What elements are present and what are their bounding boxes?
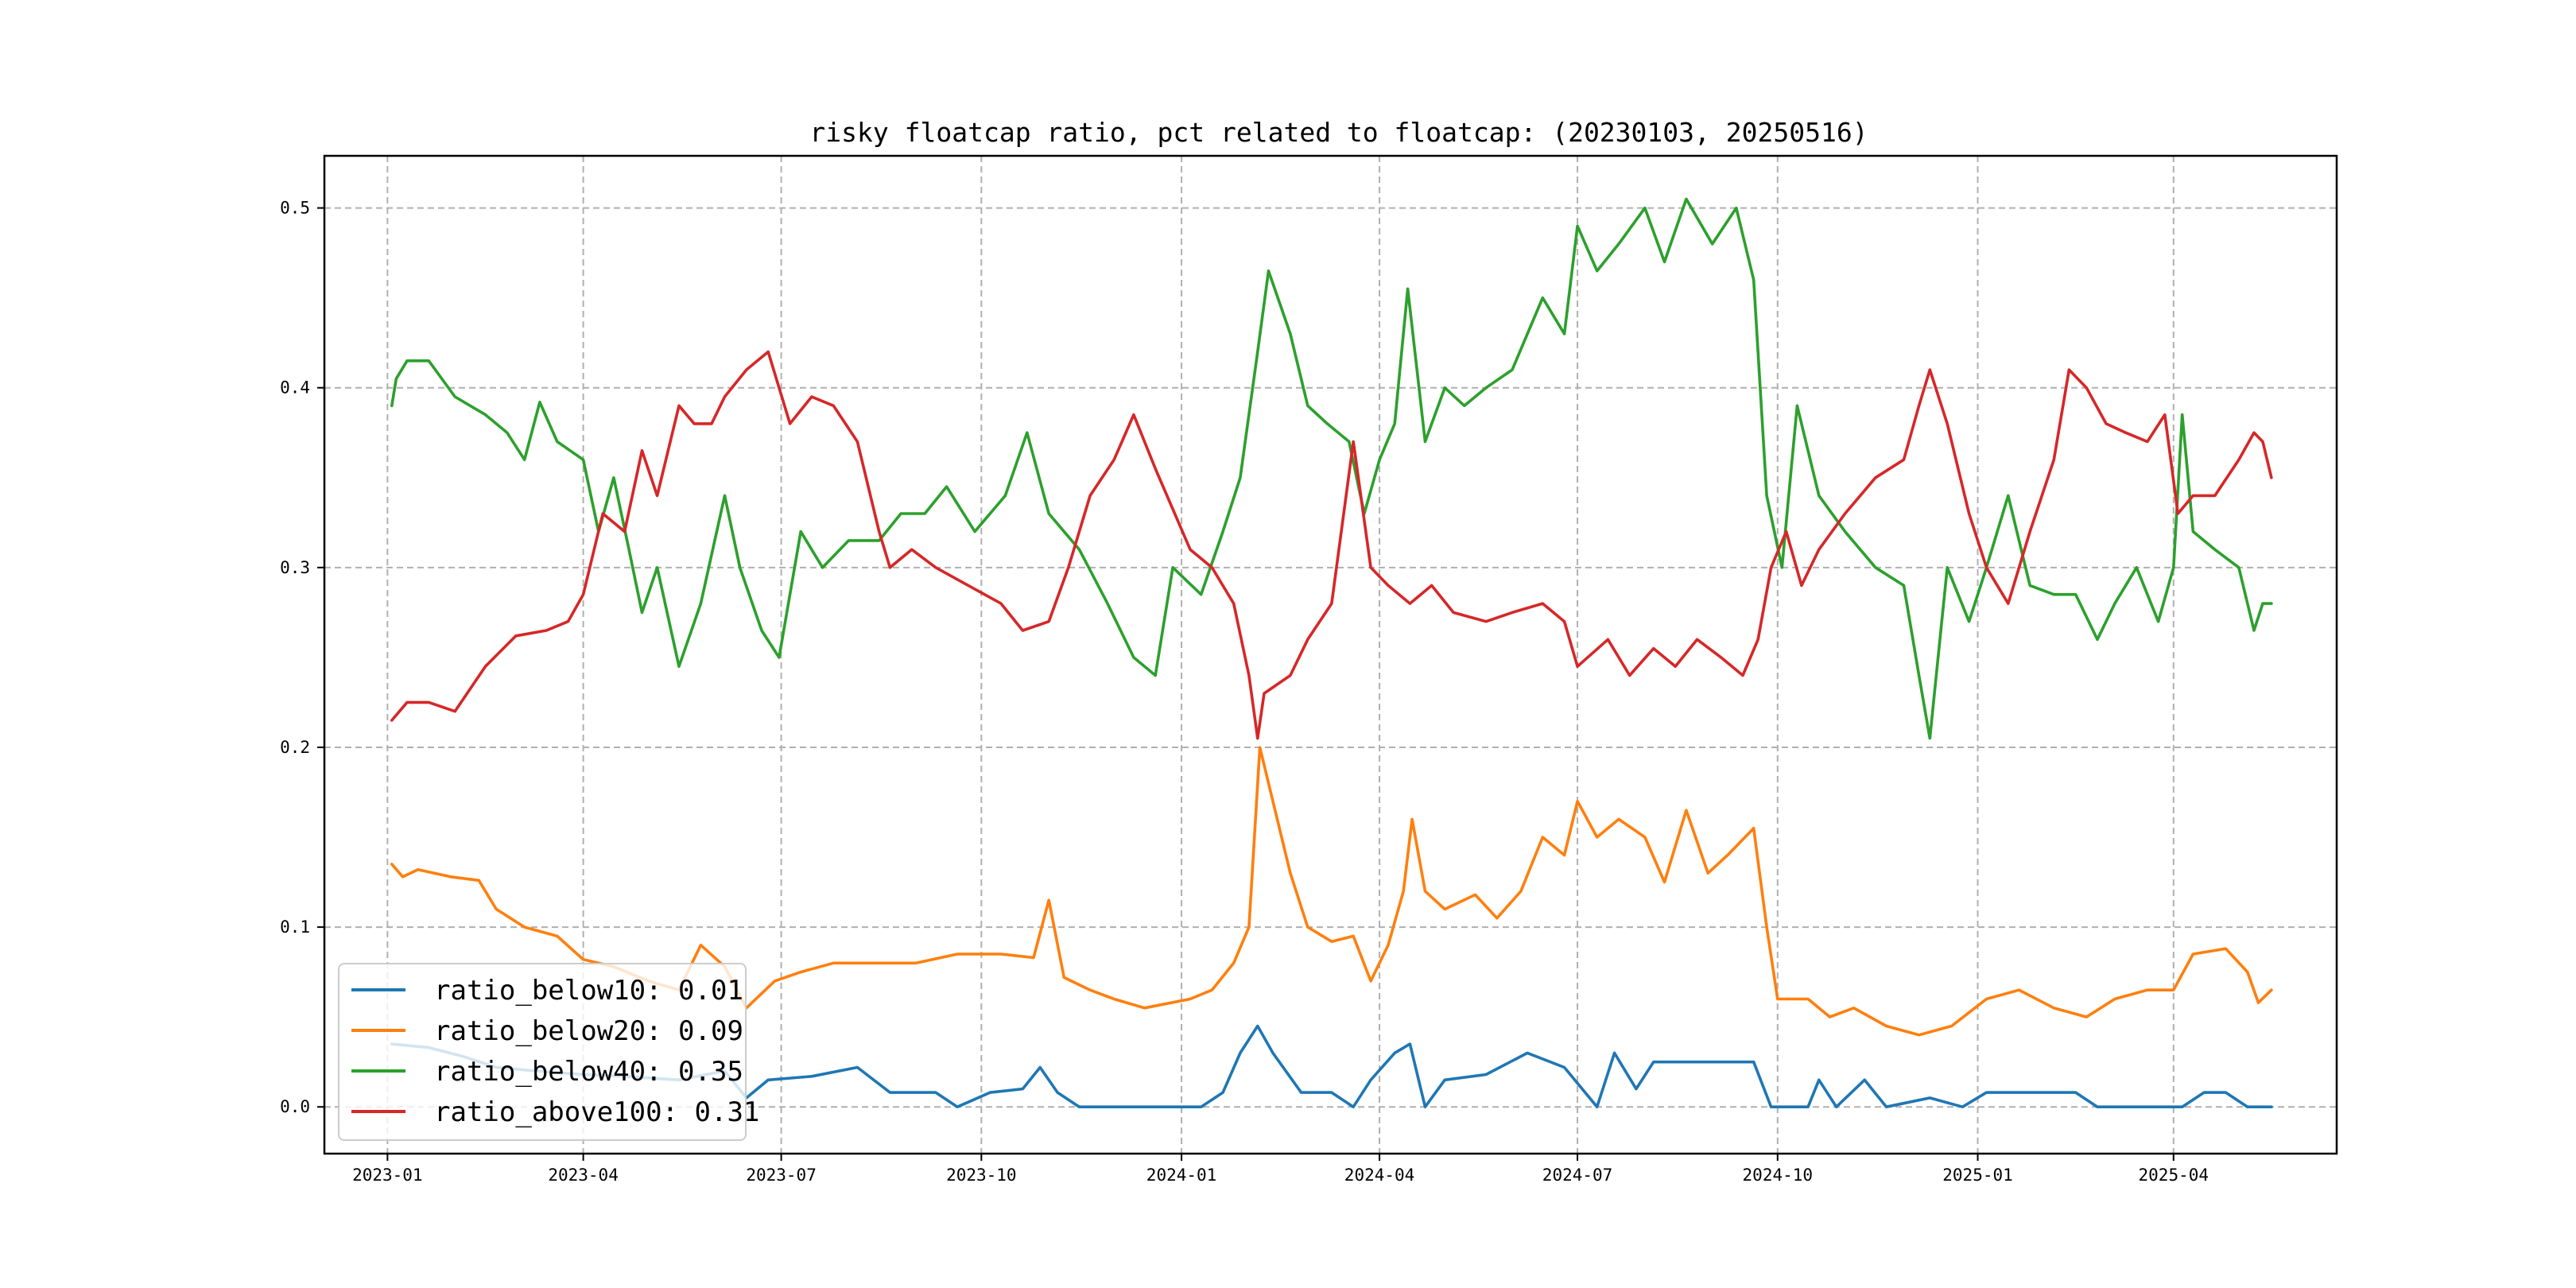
legend-label: ratio_below20: 0.09 [434, 1015, 743, 1047]
y-tick-label: 0.5 [280, 199, 310, 218]
chart-title: risky floatcap ratio, pct related to flo… [809, 117, 1868, 148]
legend-label: ratio_below10: 0.01 [434, 975, 743, 1007]
x-tick-label: 2024-01 [1146, 1166, 1217, 1185]
x-tick-label: 2024-10 [1743, 1166, 1814, 1185]
x-tick-label: 2024-04 [1344, 1166, 1415, 1185]
x-tick-label: 2025-04 [2139, 1166, 2209, 1185]
legend-box [338, 963, 747, 1141]
series-line-ratio-below10 [390, 1024, 2273, 1108]
legend-label: ratio_below40: 0.35 [434, 1056, 743, 1088]
legend-label: ratio_above100: 0.31 [434, 1096, 759, 1128]
x-tick-label: 2023-01 [352, 1166, 423, 1185]
series-line-ratio-above100 [390, 350, 2273, 740]
x-tick-label: 2024-07 [1542, 1166, 1613, 1185]
plot-series [390, 197, 2273, 1108]
y-tick-label: 0.4 [280, 378, 310, 398]
y-tick-label: 0.1 [280, 918, 310, 937]
axes-frame [323, 154, 2338, 1155]
y-tick-label: 0.3 [280, 558, 310, 577]
series-line-ratio-below40 [390, 197, 2273, 740]
x-tick-label: 2023-07 [746, 1166, 817, 1185]
x-tick-label: 2023-04 [548, 1166, 619, 1185]
x-tick-label: 2025-01 [1942, 1166, 2013, 1185]
legend: ratio_below10: 0.01 ratio_below20: 0.09 ra… [338, 963, 759, 1141]
axis-ticks: 2023-01 2023-04 2023-07 2023-10 2024-01 2024-… [280, 199, 2209, 1185]
y-tick-label: 0.2 [280, 738, 310, 757]
y-tick-label: 0.0 [280, 1097, 310, 1116]
x-tick-label: 2023-10 [946, 1166, 1017, 1185]
